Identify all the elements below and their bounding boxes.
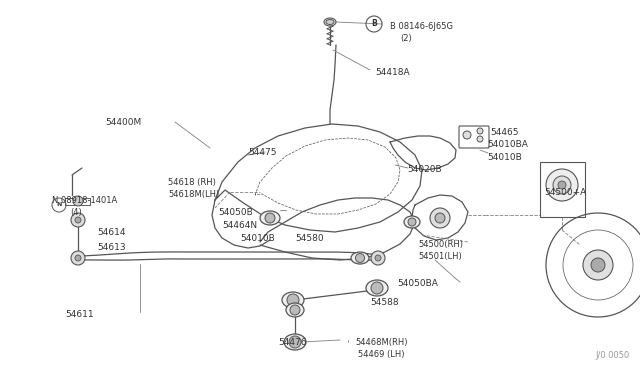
- Text: B: B: [371, 19, 377, 29]
- Ellipse shape: [404, 216, 420, 228]
- Text: N: N: [56, 202, 61, 208]
- Circle shape: [371, 282, 383, 294]
- Ellipse shape: [260, 211, 280, 225]
- Text: 54500(RH): 54500(RH): [418, 240, 463, 249]
- Circle shape: [355, 253, 365, 263]
- Circle shape: [73, 196, 83, 206]
- Circle shape: [408, 218, 416, 226]
- Circle shape: [591, 258, 605, 272]
- Text: N 08918-1401A: N 08918-1401A: [52, 196, 117, 205]
- Text: B 08146-6J65G: B 08146-6J65G: [390, 22, 453, 31]
- Text: (4): (4): [70, 208, 82, 217]
- Text: (2): (2): [400, 34, 412, 43]
- Circle shape: [430, 208, 450, 228]
- Text: 54476: 54476: [278, 338, 307, 347]
- Text: 54618 (RH): 54618 (RH): [168, 178, 216, 187]
- Circle shape: [265, 213, 275, 223]
- Text: 54418A: 54418A: [375, 68, 410, 77]
- Ellipse shape: [326, 19, 334, 25]
- Circle shape: [553, 176, 571, 194]
- Text: 54613: 54613: [97, 243, 125, 252]
- Text: 54020B: 54020B: [407, 165, 442, 174]
- Circle shape: [375, 255, 381, 261]
- Ellipse shape: [282, 292, 304, 308]
- Bar: [540, 162, 585, 217]
- FancyBboxPatch shape: [459, 126, 489, 148]
- Circle shape: [71, 213, 85, 227]
- Circle shape: [477, 136, 483, 142]
- Ellipse shape: [324, 18, 336, 26]
- Text: 54010B: 54010B: [240, 234, 275, 243]
- Circle shape: [477, 128, 483, 134]
- Text: 54465: 54465: [490, 128, 518, 137]
- Circle shape: [71, 251, 85, 265]
- Circle shape: [371, 251, 385, 265]
- Text: 54500+A: 54500+A: [544, 188, 586, 197]
- Circle shape: [75, 217, 81, 223]
- Text: 54611: 54611: [65, 310, 93, 319]
- Circle shape: [289, 336, 301, 348]
- Ellipse shape: [366, 280, 388, 296]
- Ellipse shape: [351, 252, 369, 264]
- Text: 54501(LH): 54501(LH): [418, 252, 461, 261]
- Circle shape: [287, 294, 299, 306]
- Text: 54050B: 54050B: [218, 208, 253, 217]
- Text: 54588: 54588: [370, 298, 399, 307]
- Text: 54580: 54580: [295, 234, 324, 243]
- Text: 54468M(RH): 54468M(RH): [355, 338, 408, 347]
- Text: 54475: 54475: [248, 148, 276, 157]
- Circle shape: [75, 255, 81, 261]
- Text: 54010B: 54010B: [487, 153, 522, 162]
- Text: 54614: 54614: [97, 228, 125, 237]
- Text: 54400M: 54400M: [105, 118, 141, 127]
- Text: 54464N: 54464N: [222, 221, 257, 230]
- Circle shape: [583, 250, 613, 280]
- Ellipse shape: [286, 303, 304, 317]
- Ellipse shape: [284, 334, 306, 350]
- Text: 54010BA: 54010BA: [487, 140, 528, 149]
- Circle shape: [435, 213, 445, 223]
- Circle shape: [546, 169, 578, 201]
- Text: 54469 (LH): 54469 (LH): [358, 350, 404, 359]
- Circle shape: [558, 181, 566, 189]
- Circle shape: [463, 131, 471, 139]
- Circle shape: [290, 305, 300, 315]
- Text: 54618M(LH): 54618M(LH): [168, 190, 220, 199]
- Text: J/0 0050: J/0 0050: [596, 351, 630, 360]
- Text: 54050BA: 54050BA: [397, 279, 438, 288]
